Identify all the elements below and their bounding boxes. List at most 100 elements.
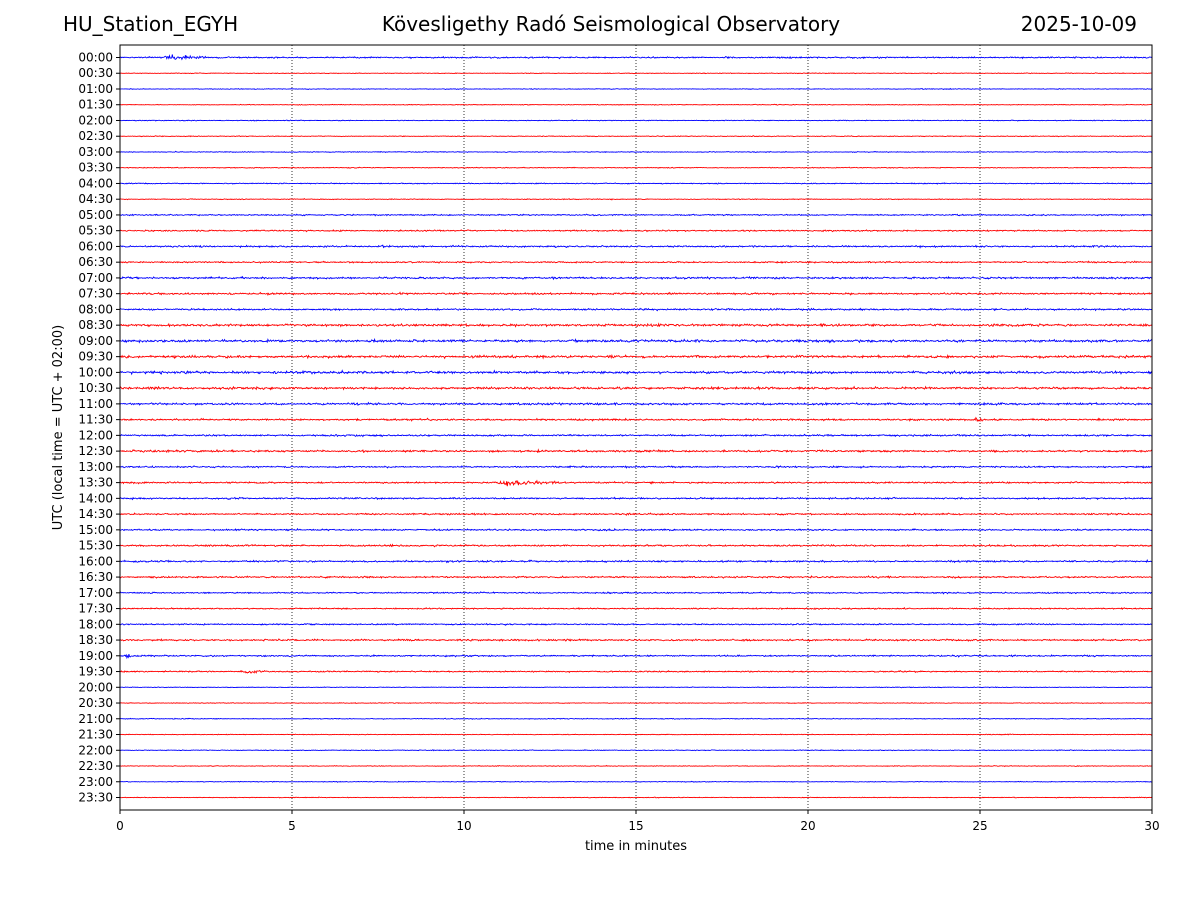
x-tick-label: 10 [456,819,471,833]
trace-0030 [119,72,1153,75]
y-tick-label: 14:00 [78,491,113,505]
trace-1500 [119,527,1153,532]
y-tick-label: 10:30 [78,381,113,395]
y-tick-label: 14:30 [78,507,113,521]
y-tick-label: 19:30 [78,665,113,679]
trace-0130 [119,103,1153,106]
y-tick-label: 01:00 [78,82,113,96]
y-tick-label: 13:30 [78,476,113,490]
trace-0530 [119,229,1153,233]
trace-1730 [119,606,1153,611]
trace-0300 [119,150,1153,154]
y-tick-label: 06:00 [78,239,113,253]
trace-0900 [119,337,1153,344]
y-tick-label: 13:00 [78,460,113,474]
trace-0200 [119,119,1153,122]
y-tick-label: 16:00 [78,554,113,568]
y-tick-label: 11:30 [78,413,113,427]
y-tick-label: 22:00 [78,743,113,757]
y-tick-label: 08:30 [78,318,113,332]
trace-2300 [119,780,1153,783]
trace-1530 [119,543,1153,548]
y-tick-label: 18:30 [78,633,113,647]
trace-1130 [119,416,1153,423]
trace-2130 [119,733,1153,736]
chart-title: Kövesligethy Radó Seismological Observat… [381,12,841,36]
y-tick-label: 19:00 [78,649,113,663]
trace-1800 [119,622,1153,627]
trace-0700 [119,275,1153,281]
y-tick-label: 06:30 [78,255,113,269]
y-tick-label: 04:00 [78,176,113,190]
y-tick-label: 10:00 [78,365,113,379]
y-tick-label: 05:00 [78,208,113,222]
y-tick-label: 02:00 [78,113,113,127]
x-tick-label: 20 [800,819,815,833]
trace-2000 [119,686,1153,689]
trace-0500 [119,213,1153,217]
trace-1930 [119,669,1153,674]
trace-1830 [119,638,1153,643]
y-tick-label: 08:00 [78,302,113,316]
trace-0600 [119,244,1153,249]
station-name: HU_Station_EGYH [63,12,239,36]
trace-0330 [119,166,1153,169]
y-tick-label: 17:00 [78,586,113,600]
y-tick-label: 11:00 [78,397,113,411]
y-tick-label: 02:30 [78,129,113,143]
y-tick-label: 01:30 [78,98,113,112]
y-tick-label: 05:30 [78,224,113,238]
x-tick-label: 5 [288,819,296,833]
y-tick-label: 20:30 [78,696,113,710]
trace-0930 [119,353,1153,360]
trace-1900 [119,653,1153,660]
y-tick-label: 15:00 [78,523,113,537]
y-tick-label: 20:00 [78,680,113,694]
y-tick-label: 00:00 [78,51,113,65]
trace-2100 [119,717,1153,720]
trace-0000 [119,54,1153,61]
y-tick-label: 23:00 [78,775,113,789]
x-tick-label: 0 [116,819,124,833]
y-tick-label: 09:30 [78,350,113,364]
y-tick-label: 18:00 [78,617,113,631]
trace-1230 [119,448,1153,454]
y-tick-label: 03:00 [78,145,113,159]
trace-0800 [119,307,1153,312]
trace-1030 [119,385,1153,391]
chart-date: 2025-10-09 [1020,12,1137,36]
y-tick-label: 16:30 [78,570,113,584]
y-axis-label: UTC (local time = UTC + 02:00) [51,325,66,530]
trace-1630 [119,575,1153,579]
y-tick-label: 21:00 [78,712,113,726]
trace-1400 [119,496,1153,501]
y-tick-label: 03:30 [78,161,113,175]
y-tick-label: 07:00 [78,271,113,285]
y-tick-label: 00:30 [78,66,113,80]
y-tick-label: 09:00 [78,334,113,348]
trace-0730 [120,291,1153,297]
trace-1000 [119,369,1153,376]
y-tick-label: 12:30 [78,444,113,458]
trace-1430 [119,512,1153,516]
x-tick-label: 30 [1144,819,1159,833]
y-tick-label: 23:30 [78,791,113,805]
trace-0100 [119,87,1153,90]
x-tick-label: 15 [628,819,643,833]
trace-0230 [119,135,1153,138]
trace-0430 [119,198,1153,201]
trace-2330 [120,796,1153,799]
y-tick-label: 21:30 [78,728,113,742]
y-tick-label: 04:30 [78,192,113,206]
trace-1600 [119,559,1153,564]
trace-0400 [119,182,1153,185]
trace-1330 [119,479,1153,487]
y-tick-label: 15:30 [78,539,113,553]
x-tick-label: 25 [972,819,987,833]
x-axis-label: time in minutes [585,839,687,854]
y-tick-label: 17:30 [78,602,113,616]
trace-2230 [119,764,1153,768]
trace-1100 [119,401,1153,407]
trace-0830 [119,322,1153,328]
